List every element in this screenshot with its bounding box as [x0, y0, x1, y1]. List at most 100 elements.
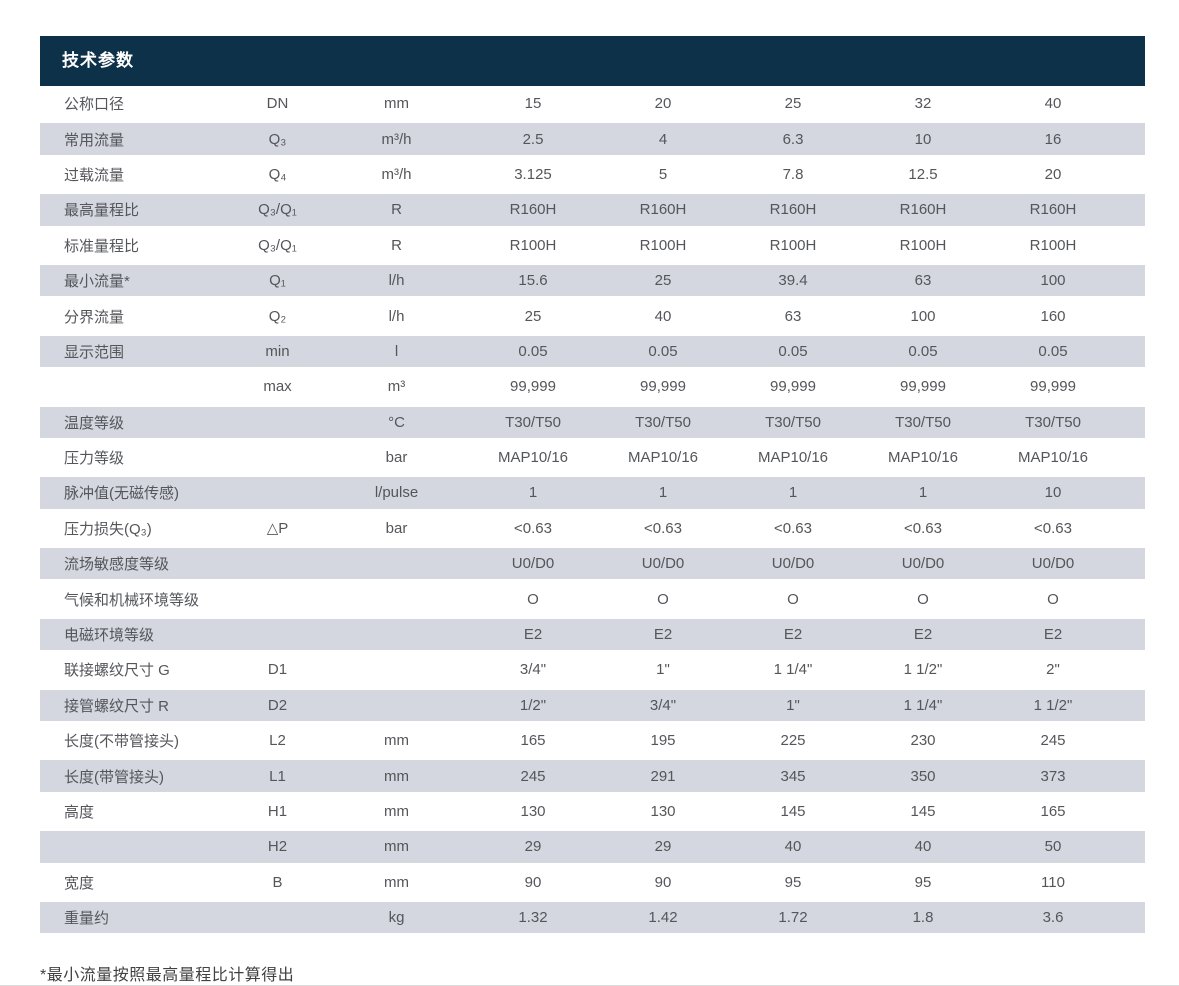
param-value-cell: 50: [988, 829, 1118, 865]
param-value-cell: R160H: [598, 192, 728, 228]
param-row: 脉冲值(无磁传感) l/pulse 1 1 1 1 10: [40, 475, 1145, 511]
param-value-cell: MAP10/16: [1017, 449, 1089, 467]
param-value-cell: 40: [654, 307, 672, 325]
row-spacer: [1118, 723, 1145, 758]
param-value-cell: 1 1/2": [903, 661, 943, 679]
param-symbol-cell: D2: [230, 687, 325, 724]
row-spacer: [1118, 687, 1145, 724]
param-value-cell: 1 1/4": [858, 687, 988, 724]
param-value-cell: O: [657, 590, 669, 608]
row-spacer: [1118, 192, 1145, 228]
param-symbol-cell: Q₂: [268, 307, 287, 325]
param-value-cell: 10: [858, 121, 988, 157]
param-value-cell: E2: [988, 616, 1118, 653]
param-value-cell: 15.6: [468, 262, 598, 299]
param-unit-cell: m³/h: [325, 121, 468, 157]
param-symbol-cell: L2: [269, 732, 286, 750]
param-value-cell: 0.05: [858, 333, 988, 370]
param-value-cell: R100H: [639, 236, 687, 254]
param-value-cell: <0.63: [904, 519, 942, 537]
param-row: 重量约 kg 1.32 1.42 1.72 1.8 3.6: [40, 899, 1145, 936]
param-value-cell: 1.72: [728, 899, 858, 936]
param-value-cell: 25: [598, 262, 728, 299]
param-value-cell: 2.5: [468, 121, 598, 157]
param-value-cell: 165: [1040, 803, 1066, 820]
param-label-cell: 压力损失(Q₃): [64, 520, 152, 538]
param-row: max m³ 99,999 99,999 99,999 99,999 99,99…: [40, 369, 1145, 404]
param-row: 长度(不带管接头) L2 mm 165 195 225 230 245: [40, 723, 1145, 758]
param-value-cell: 99,999: [1030, 378, 1076, 396]
param-value-cell: 29: [598, 829, 728, 865]
param-row: 高度 H1 mm 130 130 145 145 165: [40, 794, 1145, 829]
param-value-cell: 165: [520, 732, 546, 750]
param-label-cell: 脉冲值(无磁传感): [40, 475, 230, 511]
param-value-cell: 20: [654, 95, 672, 113]
row-spacer: [1118, 86, 1145, 121]
param-symbol-cell: DN: [266, 95, 289, 113]
param-value-cell: 40: [728, 829, 858, 865]
param-unit-cell: l/pulse: [325, 475, 468, 511]
row-spacer: [1118, 899, 1145, 936]
param-value-cell: 100: [988, 262, 1118, 299]
param-label-cell: 公称口径: [64, 96, 125, 114]
param-symbol-cell: [230, 616, 325, 653]
row-spacer: [1118, 333, 1145, 370]
table-title: 技术参数: [62, 51, 134, 70]
param-value-cell: 350: [858, 758, 988, 794]
param-row: 宽度 B mm 90 90 95 95 110: [40, 865, 1145, 900]
param-symbol-cell: △P: [266, 520, 289, 538]
param-value-cell: 32: [914, 95, 932, 113]
param-value-cell: U0/D0: [598, 546, 728, 582]
param-row: 长度(带管接头) L1 mm 245 291 345 350 373: [40, 758, 1145, 794]
param-value-cell: 1: [728, 475, 858, 511]
param-label-cell: 高度: [64, 804, 95, 821]
param-value-cell: R160H: [858, 192, 988, 228]
param-label-cell: 常用流量: [40, 121, 230, 157]
param-label-cell: 显示范围: [40, 333, 230, 370]
param-label-cell: 最高量程比: [40, 192, 230, 228]
row-spacer: [1118, 794, 1145, 829]
param-symbol-cell: [230, 440, 325, 475]
param-value-cell: U0/D0: [468, 546, 598, 582]
param-unit-cell: mm: [384, 732, 409, 750]
param-value-cell: <0.63: [1034, 519, 1072, 537]
param-unit-cell: [325, 652, 468, 687]
param-value-cell: 25: [784, 95, 802, 113]
param-value-cell: 1.42: [598, 899, 728, 936]
param-unit-cell: l/h: [388, 307, 405, 325]
row-spacer: [1118, 440, 1145, 475]
param-row: 联接螺纹尺寸 G D1 3/4" 1" 1 1/4" 1 1/2" 2": [40, 652, 1145, 687]
row-spacer: [1118, 262, 1145, 299]
param-value-cell: 7.8: [782, 165, 804, 183]
param-value-cell: 95: [784, 873, 802, 891]
param-label-cell: 重量约: [40, 899, 230, 936]
param-value-cell: 5: [658, 165, 668, 183]
param-value-cell: 3.125: [514, 165, 552, 183]
row-spacer: [1118, 511, 1145, 546]
param-value-cell: R160H: [728, 192, 858, 228]
param-value-cell: 0.05: [468, 333, 598, 370]
param-symbol-cell: [230, 475, 325, 511]
param-unit-cell: [325, 581, 468, 616]
param-value-cell: O: [527, 590, 539, 608]
param-symbol-cell: D1: [267, 661, 288, 679]
spec-sheet: 技术参数 公称口径 DN mm 15 20 25 32 40 常用流量 Q₃ m…: [40, 36, 1145, 985]
param-row: 标准量程比 Q₃/Q₁ R R100H R100H R100H R100H R1…: [40, 228, 1145, 263]
param-label-cell: 流场敏感度等级: [40, 546, 230, 582]
param-row: 过载流量 Q₄ m³/h 3.125 5 7.8 12.5 20: [40, 157, 1145, 192]
param-value-cell: O: [1047, 590, 1059, 608]
param-unit-cell: bar: [385, 449, 408, 467]
param-value-cell: 3/4": [598, 687, 728, 724]
param-symbol-cell: L1: [230, 758, 325, 794]
param-unit-cell: kg: [325, 899, 468, 936]
param-value-cell: 291: [598, 758, 728, 794]
param-value-cell: E2: [468, 616, 598, 653]
row-spacer: [1118, 475, 1145, 511]
param-value-cell: 1/2": [468, 687, 598, 724]
param-value-cell: 10: [988, 475, 1118, 511]
param-row: 最小流量* Q₁ l/h 15.6 25 39.4 63 100: [40, 262, 1145, 299]
param-value-cell: 90: [654, 873, 672, 891]
param-value-cell: <0.63: [774, 519, 812, 537]
param-symbol-cell: [230, 581, 325, 616]
param-label-cell: 宽度: [64, 874, 95, 892]
